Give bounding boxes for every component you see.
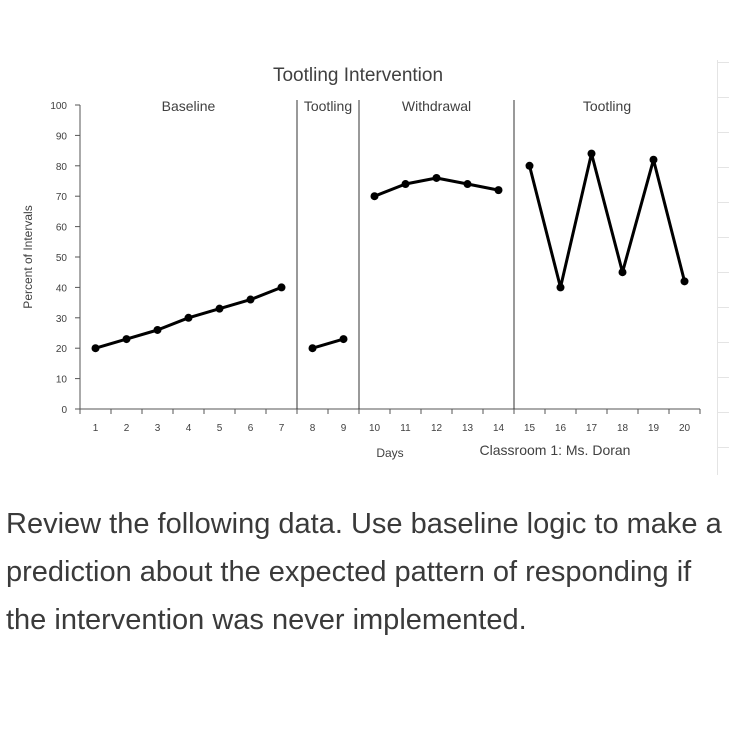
- x-tick-label: 17: [586, 423, 598, 434]
- x-tick-label: 13: [462, 423, 474, 434]
- edge-mark: [717, 97, 729, 98]
- x-tick-label: 6: [248, 423, 254, 434]
- y-tick-label: 20: [56, 344, 68, 355]
- x-tick-label: 11: [400, 423, 411, 434]
- x-tick-label: 8: [310, 423, 316, 434]
- x-tick-label: 18: [617, 423, 629, 434]
- question-text: Review the following data. Use baseline …: [6, 508, 722, 636]
- data-point: [91, 344, 100, 353]
- data-point: [556, 283, 565, 292]
- data-point: [122, 335, 131, 344]
- edge-mark: [717, 272, 729, 273]
- x-tick-label: 15: [524, 423, 536, 434]
- x-tick-label: 2: [124, 423, 130, 434]
- chart-title: Tootling Intervention: [273, 65, 443, 86]
- data-point: [587, 149, 596, 158]
- y-tick-label: 40: [56, 283, 68, 294]
- edge-mark: [717, 167, 729, 168]
- edge-mark: [717, 342, 729, 343]
- x-tick-label: 3: [155, 423, 161, 434]
- x-tick-label: 1: [93, 423, 99, 434]
- edge-mark: [717, 62, 729, 63]
- phase-change-lines: [296, 100, 515, 409]
- data-point: [246, 295, 255, 304]
- data-point: [215, 304, 224, 313]
- y-tick-label: 80: [56, 162, 68, 173]
- data-point: [339, 335, 348, 344]
- series-line: [312, 337, 344, 350]
- y-tick-label: 90: [56, 131, 68, 142]
- data-point: [401, 180, 410, 189]
- x-tick-label: 20: [679, 423, 691, 434]
- edge-mark: [717, 307, 729, 308]
- y-tick-label: 30: [56, 314, 68, 325]
- data-point: [463, 180, 472, 189]
- edge-mark: [717, 447, 729, 448]
- x-tick-label: 12: [431, 423, 443, 434]
- edge-mark: [717, 412, 729, 413]
- x-tick-label: 4: [186, 423, 192, 434]
- y-tick-label: 10: [56, 375, 68, 386]
- x-tick-label: 5: [217, 423, 223, 434]
- data-point: [494, 186, 503, 195]
- series-line: [528, 152, 686, 289]
- data-point: [525, 161, 534, 170]
- x-tick-label: 9: [341, 423, 347, 434]
- y-tick-label: 50: [56, 253, 68, 264]
- phase-label: Baseline: [162, 98, 216, 114]
- data-point: [618, 268, 627, 277]
- phase-labels: Baseline Tootling Withdrawal Tootling: [162, 98, 631, 114]
- edge-mark: [717, 237, 729, 238]
- phase-label: Withdrawal: [402, 98, 471, 114]
- x-tick-label: 14: [493, 423, 505, 434]
- data-point: [308, 344, 317, 353]
- y-tick-label: 0: [61, 405, 67, 416]
- page-edge-divider: [717, 60, 718, 475]
- data-point: [649, 155, 658, 164]
- data-point: [184, 313, 193, 322]
- edge-mark: [717, 132, 729, 133]
- y-tick-label: 100: [50, 101, 67, 112]
- classroom-label: Classroom 1: Ms. Doran: [480, 442, 631, 458]
- edge-mark: [717, 377, 729, 378]
- y-tick-label: 70: [56, 192, 68, 203]
- x-tick-label: 7: [279, 423, 285, 434]
- data-point: [680, 277, 689, 286]
- data-point: [153, 325, 162, 334]
- y-axis-label: Percent of Intervals: [21, 205, 35, 308]
- data-point: [370, 192, 379, 201]
- x-tick-label: 16: [555, 423, 567, 434]
- phase-label: Tootling: [583, 98, 631, 114]
- edge-mark: [717, 202, 729, 203]
- x-tick-label: 19: [648, 423, 660, 434]
- y-tick-label: 60: [56, 223, 68, 234]
- data-point: [432, 173, 441, 182]
- data-point: [277, 283, 286, 292]
- line-chart: Tootling Intervention Percent of Interva…: [21, 65, 701, 460]
- phase-label: Tootling: [304, 98, 352, 114]
- x-axis-label: Days: [376, 446, 403, 460]
- x-tick-label: 10: [369, 423, 381, 434]
- data-series: [91, 149, 689, 353]
